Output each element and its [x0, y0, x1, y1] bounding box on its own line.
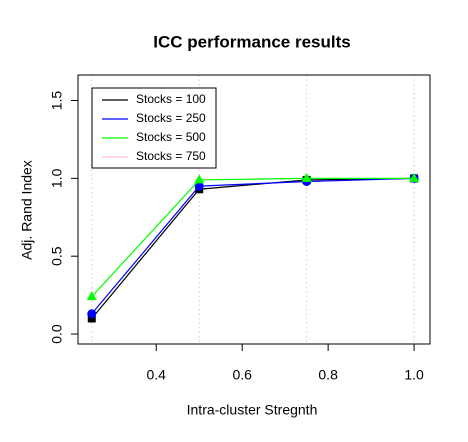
series-line: [91, 177, 415, 298]
marker: [194, 181, 204, 191]
legend-label: Stocks = 500: [136, 130, 206, 144]
marker: [87, 314, 96, 323]
legend-label: Stocks = 100: [136, 92, 206, 106]
x-tick-label: 0.6: [232, 367, 252, 383]
marker: [86, 291, 97, 301]
marker: [194, 174, 205, 184]
x-tick-label: 0.4: [146, 367, 166, 383]
marker: [87, 309, 97, 319]
legend-box: [91, 87, 217, 169]
x-tick-label: 0.8: [318, 367, 338, 383]
legend-label: Stocks = 750: [136, 149, 206, 163]
y-tick-label: 0.0: [49, 324, 65, 344]
x-tick-label: 1.0: [404, 367, 424, 383]
series-line: [91, 177, 415, 315]
series-line: [91, 177, 415, 319]
y-tick-label: 1.5: [49, 91, 65, 111]
plot-frame: [77, 74, 431, 345]
chart-title: ICC performance results: [153, 32, 350, 51]
legend-label: Stocks = 250: [136, 111, 206, 125]
x-axis-label: Intra-cluster Stregnth: [187, 402, 318, 418]
y-tick-label: 1.0: [49, 168, 65, 188]
marker: [301, 172, 312, 182]
marker: [409, 172, 420, 182]
y-tick-label: 0.5: [49, 246, 65, 266]
y-axis-label: Adj. Rand Index: [19, 160, 35, 260]
